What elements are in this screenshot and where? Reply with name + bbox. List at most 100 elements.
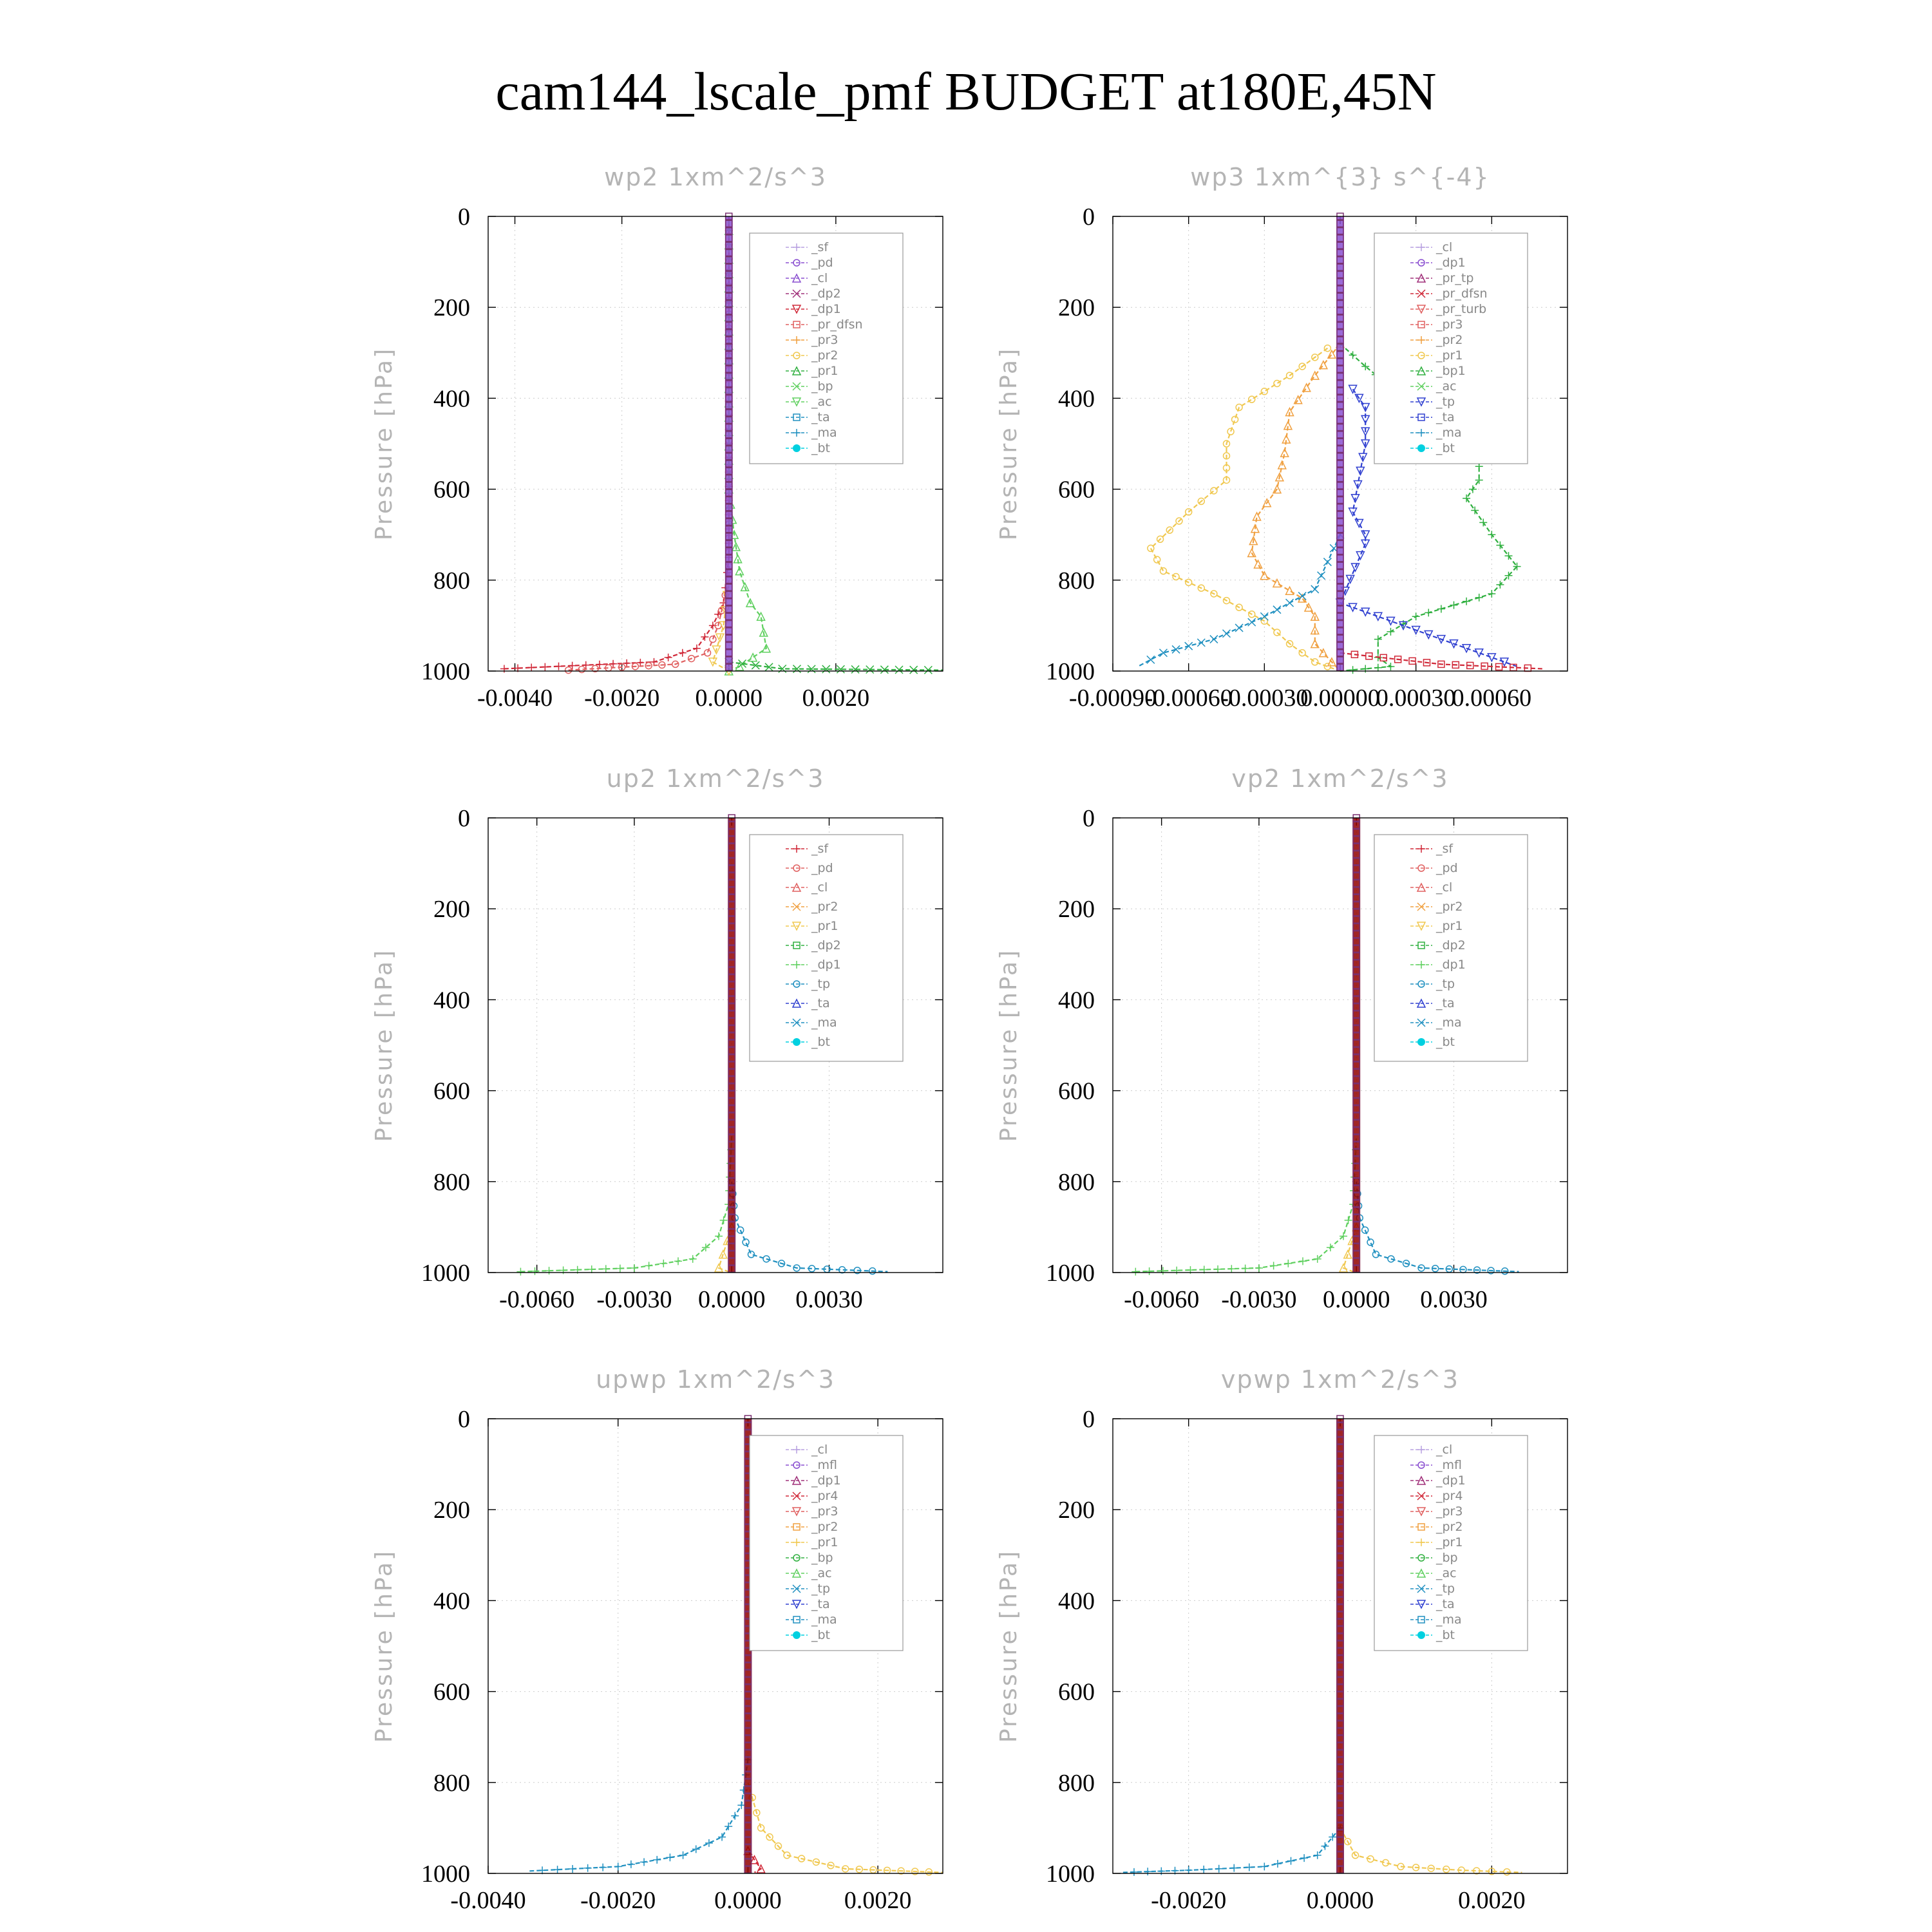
series-marker xyxy=(725,372,733,381)
series-marker xyxy=(742,1238,750,1246)
series-marker xyxy=(666,1853,674,1862)
series-marker xyxy=(1352,945,1360,953)
y-tick-label: 200 xyxy=(433,1497,470,1524)
legend-marker xyxy=(793,413,800,421)
series-marker xyxy=(744,1647,752,1656)
series-marker xyxy=(855,1865,864,1873)
series-marker xyxy=(719,1216,728,1224)
series-line xyxy=(1340,1827,1522,1873)
series-marker xyxy=(1473,1867,1481,1875)
x-tick-label: -0.0020 xyxy=(580,1887,656,1914)
series-marker xyxy=(1479,518,1488,527)
series-marker xyxy=(1336,1567,1344,1575)
series-marker xyxy=(836,665,845,674)
series-marker xyxy=(1463,597,1471,605)
series-marker xyxy=(923,665,933,674)
series-marker xyxy=(728,1046,735,1055)
series-marker xyxy=(1488,589,1496,598)
legend-marker xyxy=(1417,336,1425,344)
series-marker xyxy=(1336,533,1344,540)
series-marker xyxy=(1235,623,1244,632)
series-marker xyxy=(599,1863,607,1871)
legend-marker xyxy=(1417,961,1425,969)
series-marker xyxy=(728,836,735,844)
series-marker xyxy=(1260,612,1269,621)
series-marker xyxy=(1352,1221,1360,1229)
series-marker xyxy=(1311,354,1319,361)
series-marker xyxy=(895,665,904,674)
series-marker xyxy=(1293,395,1303,404)
series-marker xyxy=(687,654,696,663)
series-marker xyxy=(1298,591,1307,601)
series-marker xyxy=(541,663,549,671)
series-marker xyxy=(1241,1264,1249,1273)
legend-marker xyxy=(792,1492,801,1501)
y-tick-label: 400 xyxy=(433,987,470,1014)
series-marker xyxy=(1352,1061,1360,1069)
series-marker xyxy=(1365,652,1373,660)
legend-label: _ta xyxy=(811,996,830,1010)
series-marker xyxy=(1336,285,1344,293)
series-marker xyxy=(1336,605,1344,613)
legend-box xyxy=(749,232,904,464)
series-marker xyxy=(1303,602,1314,612)
series-marker xyxy=(1336,220,1344,228)
y-tick-label: 1000 xyxy=(421,1260,470,1287)
series-marker xyxy=(1353,480,1363,490)
series-marker xyxy=(1336,474,1344,482)
series-marker xyxy=(1249,535,1258,545)
series-marker xyxy=(1313,1851,1321,1859)
series-marker xyxy=(728,1032,735,1040)
series-marker xyxy=(728,1236,735,1244)
series-marker xyxy=(692,1845,700,1853)
series-marker xyxy=(728,879,735,887)
series-marker xyxy=(1336,1669,1344,1678)
y-tick-label: 1000 xyxy=(421,1861,470,1888)
series-marker xyxy=(1352,1258,1360,1265)
series-marker xyxy=(1298,363,1306,370)
x-tick-label: -0.0040 xyxy=(450,1887,526,1914)
x-tick-label: 0.0000 xyxy=(1323,1286,1390,1313)
series-marker xyxy=(1336,1727,1344,1736)
y-tick-label: 0 xyxy=(1083,204,1095,231)
series-marker xyxy=(712,645,721,655)
series-marker xyxy=(725,583,733,591)
series-marker xyxy=(1222,476,1231,484)
legend-label: _ac xyxy=(811,1566,832,1580)
series-marker xyxy=(925,1868,933,1876)
legend-label: _ac xyxy=(1435,1566,1457,1580)
legend-marker xyxy=(791,273,802,283)
series-marker xyxy=(1336,576,1344,584)
series-marker xyxy=(1336,431,1344,439)
series-marker xyxy=(725,314,733,322)
series-marker xyxy=(1471,506,1479,515)
series-marker xyxy=(718,1833,726,1841)
series-marker xyxy=(728,1229,735,1236)
series-marker xyxy=(1352,872,1360,880)
series-marker xyxy=(725,438,733,446)
legend-box xyxy=(749,834,904,1062)
legend-marker xyxy=(791,922,802,931)
series-marker xyxy=(1358,453,1368,462)
series-marker xyxy=(728,909,735,916)
series-marker xyxy=(1336,1451,1344,1459)
series-marker xyxy=(1336,263,1344,271)
x-tick-label: 0.0020 xyxy=(844,1887,912,1914)
x-tick-label: -0.00030 xyxy=(1220,685,1308,712)
series-marker xyxy=(1336,299,1344,308)
legend-marker xyxy=(1417,864,1425,872)
series-marker xyxy=(715,633,725,643)
series-marker xyxy=(725,220,733,228)
series-marker xyxy=(1352,923,1360,931)
series-marker xyxy=(1352,1075,1360,1084)
series-line xyxy=(1150,347,1341,672)
series-marker xyxy=(1227,1265,1236,1273)
series-line xyxy=(747,1850,762,1873)
legend-label: _ac xyxy=(811,395,832,409)
x-tick-label: 0.0000 xyxy=(1307,1887,1374,1914)
series-marker xyxy=(1336,409,1344,417)
series-marker xyxy=(650,658,658,666)
series-marker xyxy=(1336,372,1344,381)
series-marker xyxy=(744,1771,752,1779)
series-marker xyxy=(553,1866,562,1874)
